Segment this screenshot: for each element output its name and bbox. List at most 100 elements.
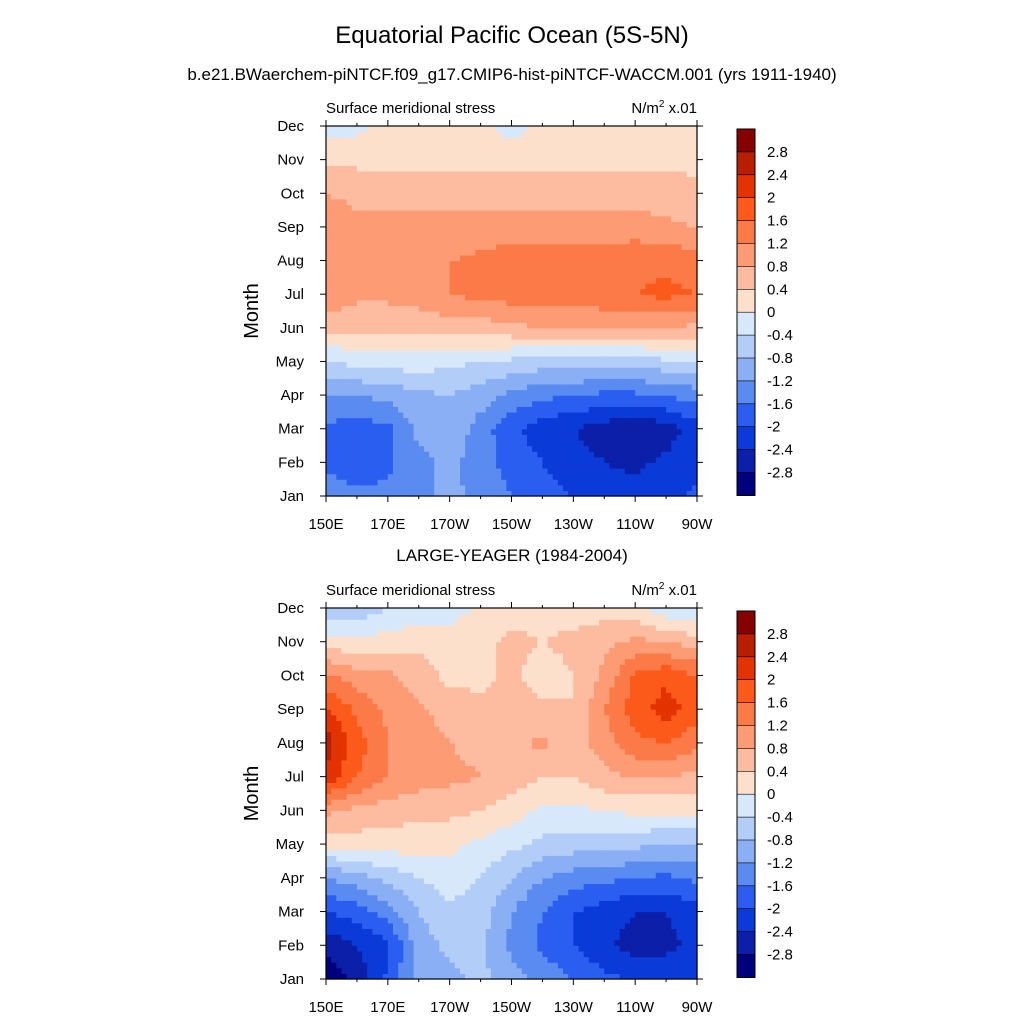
contour-cell [444, 198, 451, 206]
contour-cell [362, 467, 368, 475]
contour-cell [676, 434, 683, 441]
contour-cell [526, 378, 533, 385]
contour-cell [552, 417, 559, 424]
contour-cell [356, 367, 363, 374]
contour-cell [635, 126, 641, 133]
contour-cell [490, 383, 497, 391]
contour-cell [516, 148, 523, 155]
contour-cell [496, 423, 502, 430]
contour-cell [583, 428, 590, 435]
contour-cell [655, 484, 662, 491]
contour-cell [614, 434, 621, 441]
contour-cell [418, 170, 425, 178]
contour-cell [547, 137, 554, 144]
contour-cell [439, 400, 446, 407]
contour-cell [521, 355, 528, 363]
contour-cell [392, 131, 399, 138]
contour-cell [511, 395, 518, 402]
contour-cell [660, 378, 667, 385]
contour-cell [356, 950, 363, 958]
contour-cell [645, 378, 652, 385]
contour-cell [382, 322, 389, 329]
contour-cell [356, 126, 363, 133]
contour-cell [537, 467, 544, 475]
contour-cell [423, 226, 430, 234]
contour-cell [650, 316, 657, 323]
contour-cell [408, 277, 415, 284]
contour-cell [444, 137, 451, 144]
contour-cell [568, 383, 574, 391]
contour-cell [454, 277, 461, 284]
contour-cell [372, 159, 379, 166]
contour-cell [578, 294, 585, 301]
contour-cell [356, 260, 363, 267]
contour-cell [593, 266, 600, 273]
contour-cell [392, 400, 399, 407]
contour-cell [408, 355, 415, 363]
contour-cell [434, 339, 440, 346]
contour-cell [341, 182, 348, 189]
contour-cell [573, 434, 580, 441]
contour-cell [413, 176, 420, 183]
contour-cell [676, 439, 683, 447]
contour-cell [485, 254, 492, 262]
contour-cell [382, 126, 389, 133]
contour-cell [547, 350, 554, 357]
contour-cell [490, 339, 497, 346]
contour-cell [403, 378, 410, 385]
contour-cell [681, 148, 688, 155]
contour-cell [557, 456, 564, 463]
contour-cell [475, 467, 482, 475]
contour-cell [547, 439, 554, 447]
contour-cell [588, 389, 595, 396]
contour-cell [465, 126, 471, 133]
contour-cell [655, 372, 662, 379]
contour-cell [557, 215, 564, 222]
contour-cell [449, 154, 456, 161]
contour-cell [557, 254, 564, 262]
contour-cell [614, 159, 621, 166]
contour-cell [346, 299, 353, 306]
contour-cell [593, 417, 600, 424]
contour-cell [630, 159, 636, 166]
contour-cell [599, 423, 605, 430]
contour-cell [552, 215, 559, 222]
contour-cell [444, 288, 451, 295]
contour-cell [403, 159, 410, 166]
contour-cell [691, 288, 698, 295]
contour-cell [650, 131, 657, 138]
contour-cell [501, 361, 507, 368]
contour-cell [650, 159, 657, 166]
contour-cell [459, 288, 466, 295]
contour-cell [444, 238, 451, 245]
contour-cell [501, 204, 507, 211]
contour-cell [666, 417, 672, 424]
contour-cell [377, 383, 384, 391]
contour-cell [588, 462, 595, 469]
contour-cell [490, 378, 497, 385]
contour-cell [387, 423, 394, 430]
contour-cell [367, 451, 373, 458]
contour-cell [619, 142, 626, 150]
contour-cell [686, 148, 693, 155]
contour-cell [408, 395, 415, 402]
contour-cell [666, 193, 672, 200]
contour-cell [691, 187, 698, 194]
contour-cell [356, 350, 363, 357]
contour-cell [501, 400, 507, 407]
contour-cell [356, 389, 363, 396]
contour-cell [511, 142, 518, 150]
contour-cell [686, 238, 693, 245]
contour-cell [490, 467, 497, 475]
contour-cell [521, 154, 528, 161]
contour-cell [403, 484, 410, 491]
contour-cell [429, 226, 435, 234]
contour-cell [609, 467, 616, 475]
contour-cell [377, 294, 384, 301]
contour-cell [501, 170, 507, 178]
contour-cell [470, 467, 477, 475]
contour-cell [599, 249, 605, 256]
contour-cell [552, 411, 559, 419]
contour-cell [619, 445, 626, 452]
contour-cell [387, 967, 394, 974]
